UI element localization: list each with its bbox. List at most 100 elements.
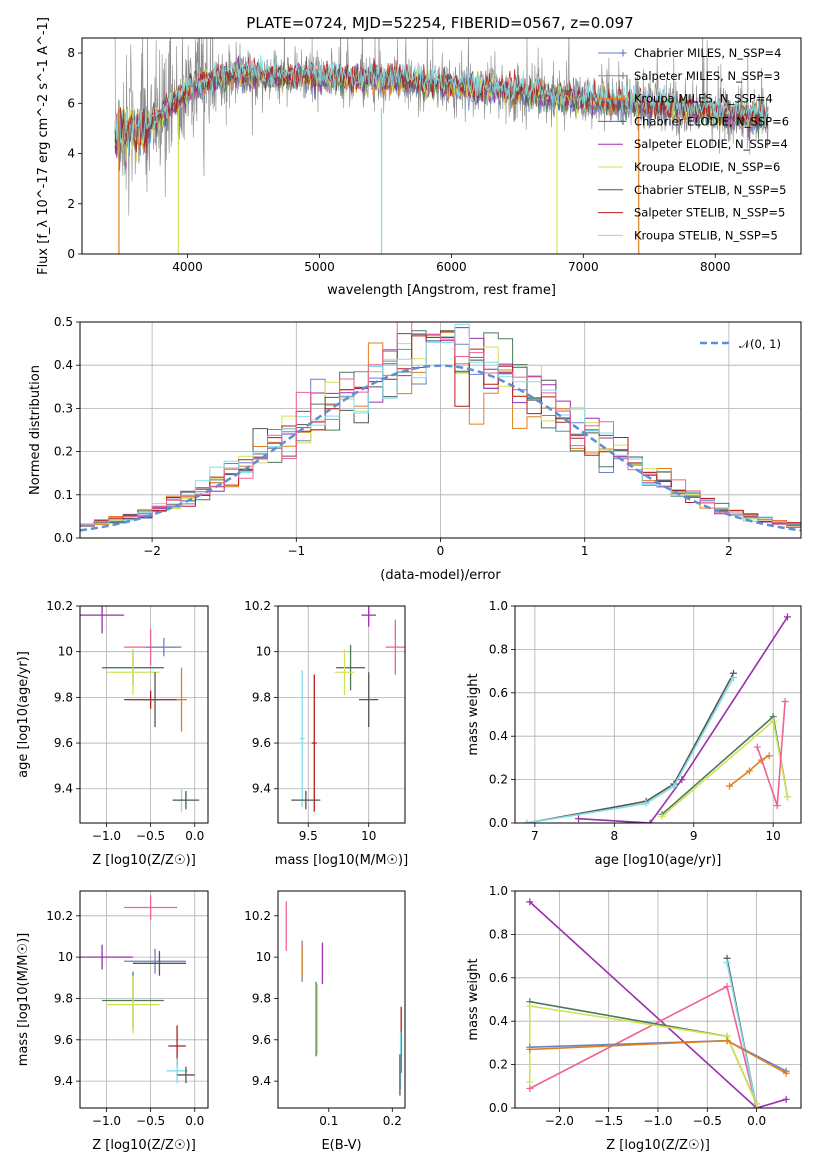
- x-tick-label: −1.5: [594, 1114, 623, 1128]
- data-marker: [726, 782, 733, 790]
- x-tick-label: −2.0: [545, 1114, 574, 1128]
- x-tick-label: 0.0: [185, 1114, 204, 1128]
- y-tick-label: 9.6: [54, 736, 73, 750]
- y-tick-label: 9.8: [54, 991, 73, 1005]
- histogram-lines: [80, 322, 801, 532]
- x-tick-label: 1: [581, 544, 589, 558]
- data-marker: [753, 1100, 761, 1108]
- weight-series-line: [529, 1005, 758, 1105]
- y-tick-label: 0.2: [54, 445, 73, 459]
- y-tick-label: 10: [58, 645, 73, 659]
- x-tick-label: 7000: [568, 260, 599, 274]
- y-axis-label: mass weight: [466, 958, 481, 1040]
- data-marker: [723, 982, 731, 990]
- x-tick-label: 2: [725, 544, 733, 558]
- x-axis-label: Z [log10(Z/Z☉)]: [606, 1138, 710, 1153]
- data-marker: [729, 674, 737, 682]
- mass-vs-metallicity-panel: −1.0 −0.5 0.0 9.4 9.6 9.8 10 10.2 Z [log10(Z/Z☉)…: [16, 890, 209, 1153]
- y-tick-label: 0.2: [489, 773, 508, 787]
- y-tick-label: 9.4: [54, 782, 73, 796]
- weight-series-line: [526, 672, 735, 823]
- data-marker: [678, 776, 686, 784]
- y-tick-label: 9.6: [252, 1033, 271, 1047]
- axes-frame: [79, 321, 802, 539]
- weight-series-line: [578, 616, 789, 823]
- data-marker: [526, 1084, 534, 1092]
- x-axis-label: Z [log10(Z/Z☉)]: [92, 1138, 196, 1153]
- residual-histogram-line: [80, 323, 801, 526]
- x-tick-label: 0.0: [747, 1114, 766, 1128]
- legend-label: Salpeter ELODIE, N_SSP=4: [634, 137, 788, 151]
- x-tick-label: 10: [766, 829, 781, 843]
- y-tick-label: 9.4: [54, 1074, 73, 1088]
- x-axis-label: (data-model)/error: [380, 568, 501, 583]
- y-axis-label: mass weight: [466, 673, 481, 755]
- y-tick-label: 0.0: [54, 531, 73, 545]
- mass-weight-vs-metallicity-panel: −2.0 −1.5 −1.0 −0.5 0.0 0.0 0.2 0.4 0.6 0.8 1.0 Z […: [466, 884, 802, 1153]
- weight-series-line: [729, 755, 770, 787]
- weight-lines: [526, 898, 790, 1108]
- data-marker: [773, 802, 781, 810]
- error-bars: [80, 606, 200, 812]
- y-tick-label: 0.4: [489, 1014, 508, 1028]
- x-tick-label: −1.0: [643, 1114, 672, 1128]
- mass-vs-reddening-panel: 0.1 0.2 9.4 9.6 9.8 10 10.2 E(B-V): [244, 890, 406, 1153]
- y-tick-label: 9.8: [252, 690, 271, 704]
- data-marker: [723, 1037, 731, 1045]
- data-marker: [619, 117, 627, 125]
- x-tick-label: 10: [361, 829, 376, 843]
- axes-frame: [79, 890, 209, 1109]
- x-tick-label: −2: [143, 544, 161, 558]
- y-tick-label: 0.4: [489, 729, 508, 743]
- y-tick-label: 1.0: [489, 599, 508, 613]
- x-tick-label: 0.1: [319, 1114, 338, 1128]
- x-tick-label: −0.5: [136, 829, 165, 843]
- x-tick-label: −1.0: [92, 829, 121, 843]
- data-marker: [769, 717, 777, 725]
- y-tick-label: 0.5: [54, 315, 73, 329]
- x-tick-label: 7: [531, 829, 539, 843]
- x-axis-label: wavelength [Angstrom, rest frame]: [327, 283, 556, 298]
- data-marker: [526, 1078, 534, 1086]
- axes-frame: [79, 605, 209, 824]
- y-axis-label: Flux [f_λ 10^-17 erg cm^-2 s^-1 A^-1]: [36, 17, 51, 275]
- age-vs-metallicity-panel: −1.0 −0.5 0.0 9.4 9.6 9.8 10 10.2 Z [log10(Z/Z☉)…: [16, 599, 209, 868]
- data-marker: [526, 1045, 534, 1053]
- data-marker: [783, 613, 791, 621]
- data-marker: [575, 815, 583, 823]
- y-tick-label: 10: [58, 950, 73, 964]
- data-marker: [523, 819, 531, 823]
- y-tick-label: 0.8: [489, 927, 508, 941]
- data-marker: [670, 782, 678, 790]
- x-tick-label: −0.5: [136, 1114, 165, 1128]
- y-axis-label: Normed distribution: [28, 365, 43, 495]
- x-tick-label: 0.2: [383, 1114, 402, 1128]
- legend-label: Kroupa STELIB, N_SSP=5: [634, 228, 778, 242]
- model-spectrum-line: [114, 54, 769, 160]
- figure-title: PLATE=0724, MJD=52254, FIBERID=0567, z=0…: [246, 14, 633, 32]
- error-bars: [291, 606, 405, 812]
- y-tick-label: 4: [67, 147, 75, 161]
- y-tick-label: 0.6: [489, 971, 508, 985]
- x-tick-label: 8000: [700, 260, 731, 274]
- x-tick-label: −1.0: [92, 1114, 121, 1128]
- axes-frame: [277, 605, 406, 824]
- data-marker: [646, 819, 654, 823]
- y-tick-label: 2: [67, 197, 75, 211]
- axes-frame: [514, 605, 802, 824]
- x-tick-label: 4000: [172, 260, 203, 274]
- legend-label: Kroupa ELODIE, N_SSP=6: [634, 160, 780, 174]
- x-axis-label: Z [log10(Z/Z☉)]: [92, 853, 196, 868]
- legend-label: Kroupa MILES, N_SSP=4: [634, 92, 773, 106]
- x-tick-label: 6000: [436, 260, 467, 274]
- y-tick-label: 0.0: [489, 1101, 508, 1115]
- x-tick-label: 9.5: [299, 829, 318, 843]
- x-axis-label: mass [log10(M/M☉)]: [275, 853, 408, 868]
- y-tick-label: 0.0: [489, 816, 508, 830]
- legend-label: Chabrier ELODIE, N_SSP=6: [634, 114, 789, 128]
- y-tick-label: 0.1: [54, 488, 73, 502]
- data-marker: [526, 1002, 534, 1010]
- x-tick-label: −1: [287, 544, 305, 558]
- weight-series-line: [661, 719, 789, 818]
- data-marker: [753, 743, 761, 751]
